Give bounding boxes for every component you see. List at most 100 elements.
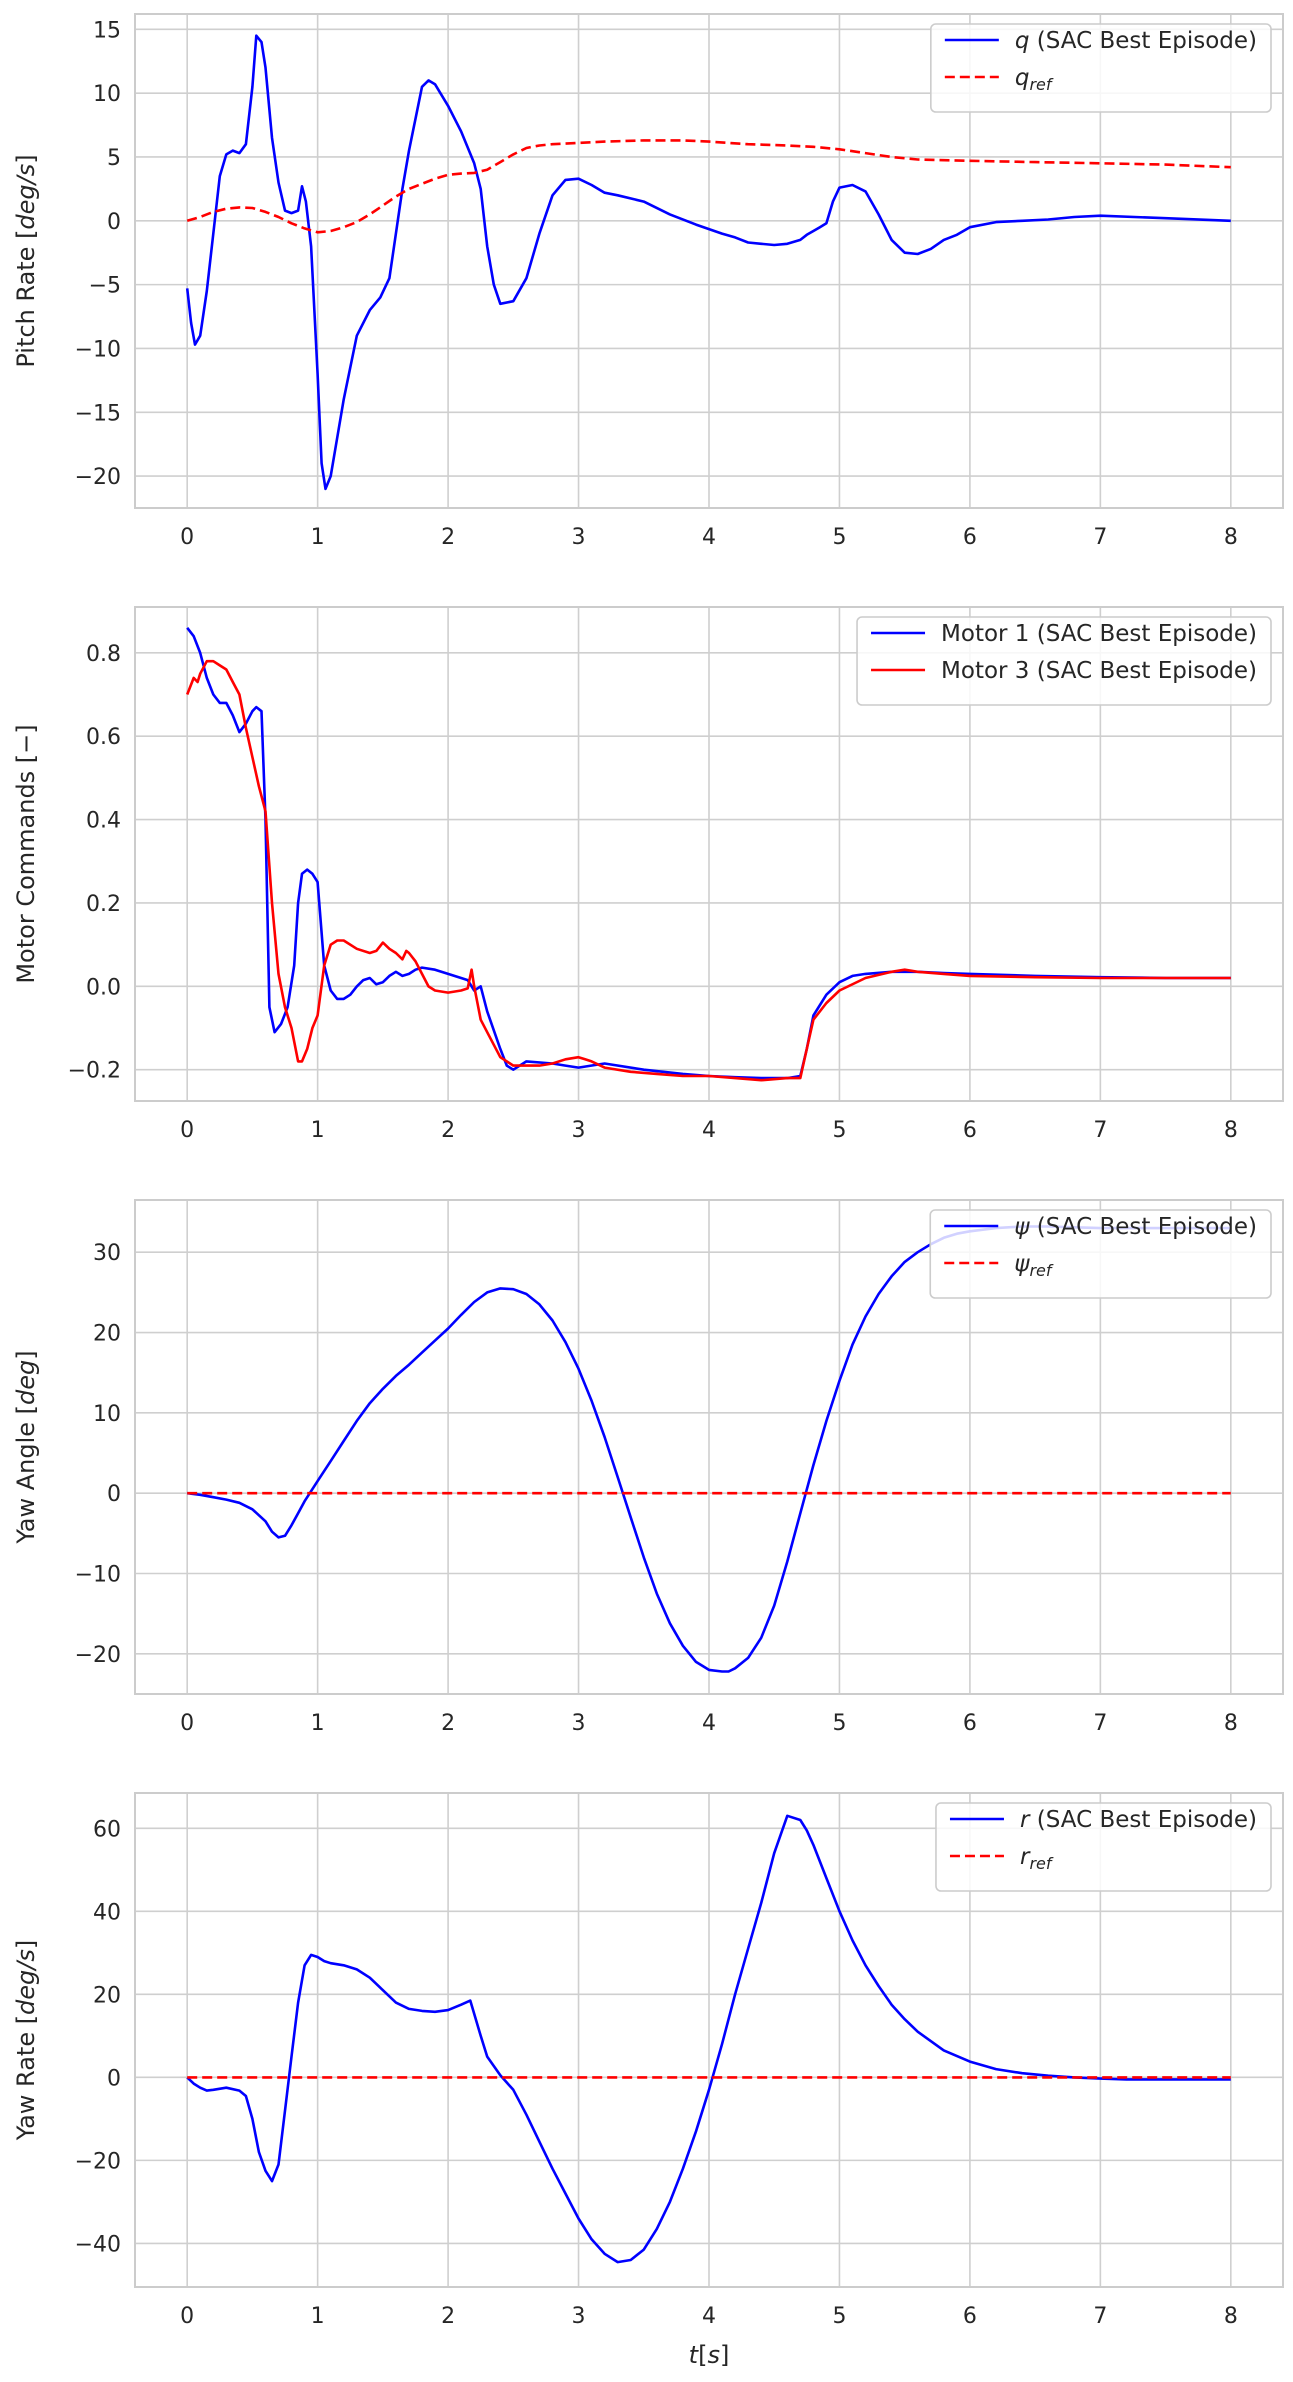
pitch-rate-y-tick-label: 0 bbox=[107, 210, 121, 235]
yaw-rate-y-axis-label: Yaw Rate [deg/s] bbox=[12, 1940, 40, 2142]
legend-entry-q-ref: qref bbox=[1015, 65, 1054, 94]
series-line-q-sac-best-episode bbox=[185, 34, 1231, 491]
pitch-rate-x-tick-label: 7 bbox=[1093, 525, 1107, 550]
motor-commands-x-tick-label: 6 bbox=[963, 1118, 977, 1143]
motor-commands-x-tick-label: 5 bbox=[832, 1118, 846, 1143]
legend-entry-q-sac-best-episode: q (SAC Best Episode) bbox=[1015, 28, 1257, 54]
yaw-angle-y-tick-label: 30 bbox=[93, 1241, 121, 1266]
yaw-rate-y-tick-label: −20 bbox=[75, 2149, 121, 2174]
yaw-angle-x-tick-label: 8 bbox=[1224, 1711, 1238, 1736]
pitch-rate-x-tick-label: 0 bbox=[180, 525, 194, 550]
yaw-rate-x-tick-label: 2 bbox=[441, 2304, 455, 2329]
yaw-rate-x-tick-label: 0 bbox=[180, 2304, 194, 2329]
yaw-angle-x-tick-label: 7 bbox=[1093, 1711, 1107, 1736]
pitch-rate-x-tick-label: 6 bbox=[963, 525, 977, 550]
yaw-angle-axes-frame bbox=[134, 1199, 1284, 1695]
yaw-rate-y-tick-label: 60 bbox=[93, 1817, 121, 1842]
pitch-rate-y-tick-label: 15 bbox=[93, 18, 121, 43]
motor-commands-y-tick-label: −0.2 bbox=[68, 1059, 121, 1084]
yaw-angle-y-tick-label: 20 bbox=[93, 1322, 121, 1347]
pitch-rate-plot-area: 0 1 2 3 4 5 6 7 8 −20 −15 −10 −5 0 5 10 15 bbox=[75, 13, 1284, 550]
pitch-rate-legend-box bbox=[930, 23, 1272, 113]
time-x-axis-label: t[s] bbox=[689, 2341, 730, 2369]
yaw-rate-y-tick-label: 0 bbox=[107, 2066, 121, 2091]
motor-commands-y-tick-label: 0.2 bbox=[86, 892, 121, 917]
yaw-rate-x-tick-label: 1 bbox=[311, 2304, 325, 2329]
pitch-rate-x-tick-label: 2 bbox=[441, 525, 455, 550]
yaw-rate-x-tick-label: 8 bbox=[1224, 2304, 1238, 2329]
yaw-rate-axes-frame bbox=[134, 1792, 1284, 2288]
legend-entry-r-sac-best-episode: r (SAC Best Episode) bbox=[1020, 1807, 1257, 1833]
yaw-angle-legend-box bbox=[929, 1209, 1272, 1299]
pitch-rate-panel: 0 1 2 3 4 5 6 7 8 −20 −15 −10 −5 0 5 10 15 Pitch Rate [d… bbox=[12, 13, 1284, 550]
legend-entry-psi-ref: ψref bbox=[1014, 1251, 1054, 1280]
yaw-angle-x-tick-label: 3 bbox=[572, 1711, 586, 1736]
pitch-rate-y-tick-label: 10 bbox=[93, 82, 121, 107]
yaw-angle-y-tick-label: 10 bbox=[93, 1402, 121, 1427]
motor-commands-y-axis-label: Motor Commands [−] bbox=[12, 724, 40, 983]
yaw-angle-y-tick-label: 0 bbox=[107, 1482, 121, 1507]
motor-commands-y-tick-label: 0.4 bbox=[86, 809, 121, 834]
yaw-angle-x-tick-label: 4 bbox=[702, 1711, 716, 1736]
series-line-q-ref bbox=[186, 139, 1231, 234]
motor-commands-x-tick-label: 0 bbox=[180, 1118, 194, 1143]
pitch-rate-y-tick-label: −15 bbox=[75, 401, 121, 426]
motor-commands-x-tick-label: 8 bbox=[1224, 1118, 1238, 1143]
motor-commands-y-tick-label: 0.8 bbox=[86, 642, 121, 667]
pitch-rate-y-tick-label: −20 bbox=[75, 465, 121, 490]
motor-commands-panel: 0 1 2 3 4 5 6 7 8 −0.2 0.0 0.2 0.4 0.6 0.8 Motor Comma… bbox=[12, 606, 1284, 1143]
motor-commands-plot-area: 0 1 2 3 4 5 6 7 8 −0.2 0.0 0.2 0.4 0.6 0.8 bbox=[68, 606, 1284, 1143]
yaw-rate-x-tick-label: 7 bbox=[1093, 2304, 1107, 2329]
motor-commands-x-tick-label: 2 bbox=[441, 1118, 455, 1143]
pitch-rate-x-tick-label: 4 bbox=[702, 525, 716, 550]
legend-entry-motor-3: Motor 3 (SAC Best Episode) bbox=[941, 658, 1257, 684]
pitch-rate-y-tick-label: −10 bbox=[75, 337, 121, 362]
yaw-angle-x-tick-label: 5 bbox=[832, 1711, 846, 1736]
pitch-rate-series-group bbox=[185, 34, 1231, 491]
motor-commands-y-tick-label: 0.0 bbox=[86, 975, 121, 1000]
pitch-rate-y-tick-label: 5 bbox=[107, 146, 121, 171]
series-line-sac-best-episode bbox=[187, 1225, 1231, 1673]
motor-commands-x-tick-label: 7 bbox=[1093, 1118, 1107, 1143]
yaw-angle-x-tick-label: 1 bbox=[311, 1711, 325, 1736]
yaw-rate-x-tick-label: 6 bbox=[963, 2304, 977, 2329]
series-line-motor-3-sac-best-episode bbox=[185, 659, 1231, 1082]
motor-commands-series-group bbox=[185, 627, 1231, 1082]
pitch-rate-x-tick-label: 5 bbox=[832, 525, 846, 550]
motor-commands-y-tick-label: 0.6 bbox=[86, 725, 121, 750]
yaw-rate-series-group bbox=[186, 1814, 1231, 2264]
legend-entry-r-ref: rref bbox=[1020, 1844, 1054, 1873]
motor-commands-legend: Motor 1 (SAC Best Episode) Motor 3 (SAC … bbox=[856, 616, 1272, 706]
yaw-rate-legend-box bbox=[935, 1802, 1272, 1892]
pitch-rate-axes-frame bbox=[134, 13, 1284, 509]
pitch-rate-y-axis-label: Pitch Rate [deg/s] bbox=[12, 154, 40, 367]
yaw-angle-series-group bbox=[187, 1225, 1231, 1673]
pitch-rate-x-tick-label: 8 bbox=[1224, 525, 1238, 550]
pitch-rate-x-tick-label: 3 bbox=[572, 525, 586, 550]
yaw-angle-x-tick-label: 2 bbox=[441, 1711, 455, 1736]
pitch-rate-legend: q (SAC Best Episode) qref bbox=[930, 23, 1272, 113]
yaw-angle-y-axis-label: Yaw Angle [deg] bbox=[12, 1350, 40, 1544]
motor-commands-legend-box bbox=[856, 616, 1272, 706]
legend-entry-motor-1: Motor 1 (SAC Best Episode) bbox=[941, 621, 1257, 647]
legend-entry-psi-sac-best-episode: ψ (SAC Best Episode) bbox=[1014, 1214, 1257, 1240]
motor-commands-x-tick-label: 3 bbox=[572, 1118, 586, 1143]
pitch-rate-y-tick-label: −5 bbox=[89, 274, 121, 299]
motor-commands-axes-frame bbox=[134, 606, 1284, 1102]
yaw-rate-x-tick-label: 5 bbox=[832, 2304, 846, 2329]
yaw-angle-y-tick-label: −10 bbox=[75, 1563, 121, 1588]
yaw-angle-x-tick-label: 0 bbox=[180, 1711, 194, 1736]
yaw-rate-x-tick-label: 3 bbox=[572, 2304, 586, 2329]
yaw-rate-legend: r (SAC Best Episode) rref bbox=[935, 1802, 1272, 1892]
yaw-rate-y-tick-label: 20 bbox=[93, 1983, 121, 2008]
series-line-r-sac-best-episode bbox=[186, 1814, 1231, 2264]
yaw-angle-x-tick-label: 6 bbox=[963, 1711, 977, 1736]
yaw-rate-x-tick-label: 4 bbox=[702, 2304, 716, 2329]
yaw-angle-y-tick-label: −20 bbox=[75, 1643, 121, 1668]
motor-commands-x-tick-label: 1 bbox=[311, 1118, 325, 1143]
yaw-rate-y-tick-label: 40 bbox=[93, 1900, 121, 1925]
yaw-angle-legend: ψ (SAC Best Episode) ψref bbox=[929, 1209, 1272, 1299]
